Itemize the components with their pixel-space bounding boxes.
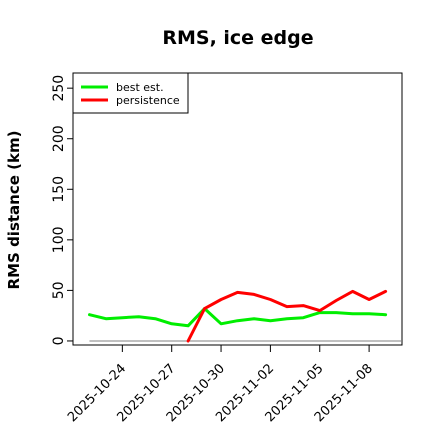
series-line-best-est xyxy=(88,307,388,328)
chart-title: RMS, ice edge xyxy=(162,27,313,49)
y-tick-label: 50 xyxy=(51,281,67,299)
legend-box xyxy=(72,72,189,114)
series-line-persistence xyxy=(186,289,388,343)
legend: best est. persistence xyxy=(72,72,189,114)
y-tick-label: 250 xyxy=(51,75,67,102)
plot-frame xyxy=(72,72,403,346)
legend-label-best-est: best est. xyxy=(116,81,164,94)
legend-label-persistence: persistence xyxy=(116,94,180,107)
y-tick-label: 200 xyxy=(51,125,67,152)
y-tick-label: 150 xyxy=(51,176,67,203)
y-axis-label: RMS distance (km) xyxy=(5,131,23,290)
y-tick-label: 100 xyxy=(51,226,67,253)
y-tick-label: 0 xyxy=(51,336,67,345)
